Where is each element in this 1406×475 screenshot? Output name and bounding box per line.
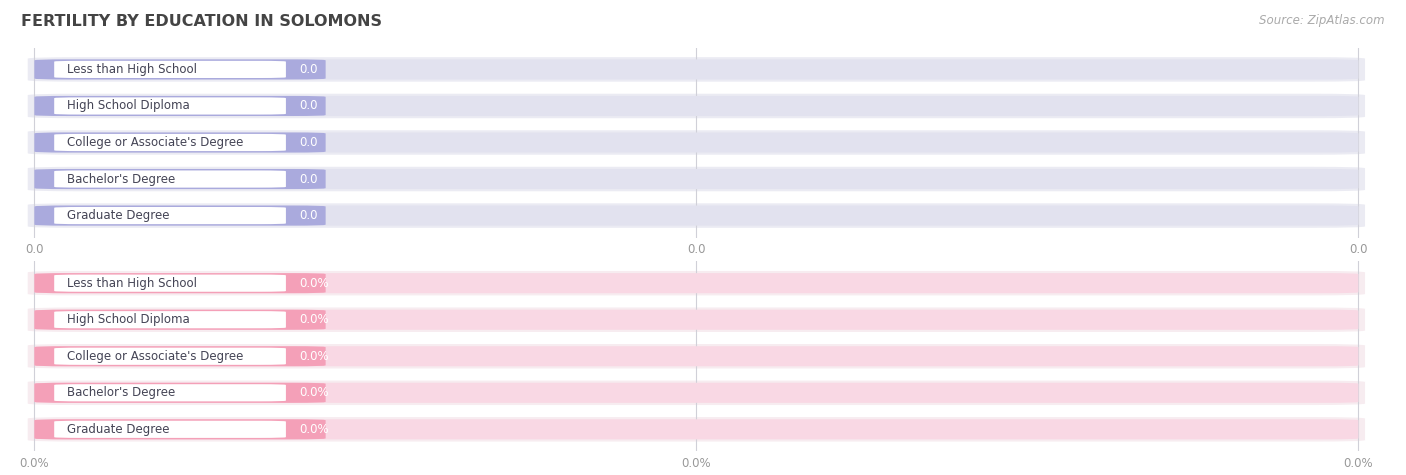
FancyBboxPatch shape xyxy=(55,134,285,151)
FancyBboxPatch shape xyxy=(34,206,326,226)
FancyBboxPatch shape xyxy=(55,421,285,438)
Text: 0.0%: 0.0% xyxy=(299,313,329,326)
FancyBboxPatch shape xyxy=(34,273,1358,293)
FancyBboxPatch shape xyxy=(34,383,1358,403)
FancyBboxPatch shape xyxy=(55,171,285,188)
Text: 0.0: 0.0 xyxy=(299,63,318,76)
Text: 0.0: 0.0 xyxy=(299,136,318,149)
FancyBboxPatch shape xyxy=(34,59,326,79)
FancyBboxPatch shape xyxy=(28,417,1365,442)
FancyBboxPatch shape xyxy=(28,271,1365,295)
Text: 0.0: 0.0 xyxy=(299,99,318,113)
FancyBboxPatch shape xyxy=(28,167,1365,191)
Text: 0.0%: 0.0% xyxy=(299,350,329,363)
FancyBboxPatch shape xyxy=(34,273,326,293)
FancyBboxPatch shape xyxy=(55,311,285,328)
Text: Source: ZipAtlas.com: Source: ZipAtlas.com xyxy=(1260,14,1385,27)
FancyBboxPatch shape xyxy=(55,384,285,401)
FancyBboxPatch shape xyxy=(28,130,1365,155)
FancyBboxPatch shape xyxy=(34,419,1358,439)
Text: 0.0%: 0.0% xyxy=(299,276,329,290)
FancyBboxPatch shape xyxy=(34,133,1358,152)
FancyBboxPatch shape xyxy=(28,94,1365,118)
Text: 0.0: 0.0 xyxy=(299,172,318,186)
FancyBboxPatch shape xyxy=(28,344,1365,369)
Text: Graduate Degree: Graduate Degree xyxy=(67,209,170,222)
FancyBboxPatch shape xyxy=(34,96,1358,116)
Text: Bachelor's Degree: Bachelor's Degree xyxy=(67,386,176,399)
FancyBboxPatch shape xyxy=(34,419,326,439)
FancyBboxPatch shape xyxy=(34,169,1358,189)
FancyBboxPatch shape xyxy=(28,380,1365,405)
Text: FERTILITY BY EDUCATION IN SOLOMONS: FERTILITY BY EDUCATION IN SOLOMONS xyxy=(21,14,382,29)
Text: 0.0%: 0.0% xyxy=(299,423,329,436)
FancyBboxPatch shape xyxy=(34,346,326,366)
FancyBboxPatch shape xyxy=(55,61,285,78)
FancyBboxPatch shape xyxy=(34,206,1358,226)
FancyBboxPatch shape xyxy=(34,310,326,330)
Text: Less than High School: Less than High School xyxy=(67,276,197,290)
FancyBboxPatch shape xyxy=(55,207,285,224)
Text: Bachelor's Degree: Bachelor's Degree xyxy=(67,172,176,186)
FancyBboxPatch shape xyxy=(34,310,1358,330)
Text: High School Diploma: High School Diploma xyxy=(67,313,190,326)
Text: 0.0: 0.0 xyxy=(299,209,318,222)
FancyBboxPatch shape xyxy=(34,346,1358,366)
FancyBboxPatch shape xyxy=(28,57,1365,82)
Text: High School Diploma: High School Diploma xyxy=(67,99,190,113)
FancyBboxPatch shape xyxy=(34,133,326,152)
FancyBboxPatch shape xyxy=(34,96,326,116)
FancyBboxPatch shape xyxy=(28,203,1365,228)
FancyBboxPatch shape xyxy=(28,307,1365,332)
Text: Less than High School: Less than High School xyxy=(67,63,197,76)
FancyBboxPatch shape xyxy=(34,59,1358,79)
FancyBboxPatch shape xyxy=(55,97,285,114)
Text: College or Associate's Degree: College or Associate's Degree xyxy=(67,136,243,149)
Text: College or Associate's Degree: College or Associate's Degree xyxy=(67,350,243,363)
FancyBboxPatch shape xyxy=(55,348,285,365)
FancyBboxPatch shape xyxy=(34,169,326,189)
Text: Graduate Degree: Graduate Degree xyxy=(67,423,170,436)
FancyBboxPatch shape xyxy=(34,383,326,403)
FancyBboxPatch shape xyxy=(55,275,285,292)
Text: 0.0%: 0.0% xyxy=(299,386,329,399)
